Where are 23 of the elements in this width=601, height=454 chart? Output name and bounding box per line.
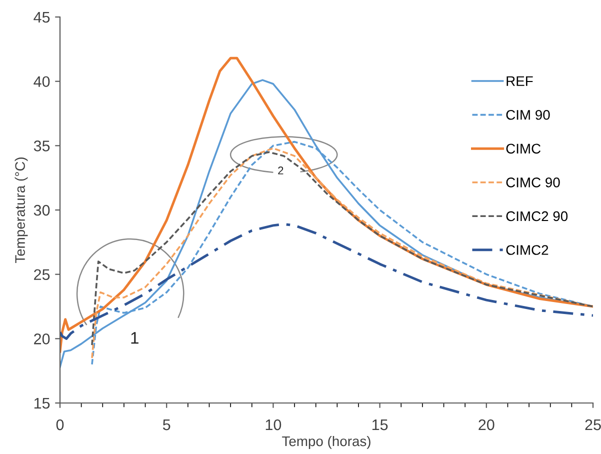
x-tick-label: 10 [266, 419, 282, 430]
legend-label: CIMC2 [506, 245, 548, 255]
legend-label: CIMC 90 [506, 178, 560, 188]
y-tick-label: 35 [34, 140, 50, 152]
annotation: 2 [278, 166, 284, 174]
x-tick-label: 25 [585, 419, 601, 430]
legend-label: REF [506, 76, 533, 86]
legend-label: CIM 90 [506, 110, 550, 120]
y-tick-label: 20 [34, 334, 50, 344]
y-axis-title: Temperatura (°C) [14, 158, 28, 264]
x-tick-label: 5 [162, 420, 170, 430]
legend-label: CIMC [506, 144, 541, 154]
y-tick-label: 25 [34, 269, 50, 280]
y-tick-label: 40 [34, 76, 50, 88]
annotation: 1 [131, 332, 138, 344]
y-tick-label: 15 [34, 398, 50, 409]
legend-label: CIMC2 90 [506, 211, 568, 222]
x-tick-label: 0 [56, 419, 64, 430]
x-tick-label: 20 [478, 419, 494, 430]
x-axis-title: Tempo (horas) [282, 436, 370, 449]
x-tick-label: 15 [372, 420, 388, 430]
y-tick-label: 45 [34, 12, 50, 23]
y-tick-label: 30 [34, 204, 50, 216]
